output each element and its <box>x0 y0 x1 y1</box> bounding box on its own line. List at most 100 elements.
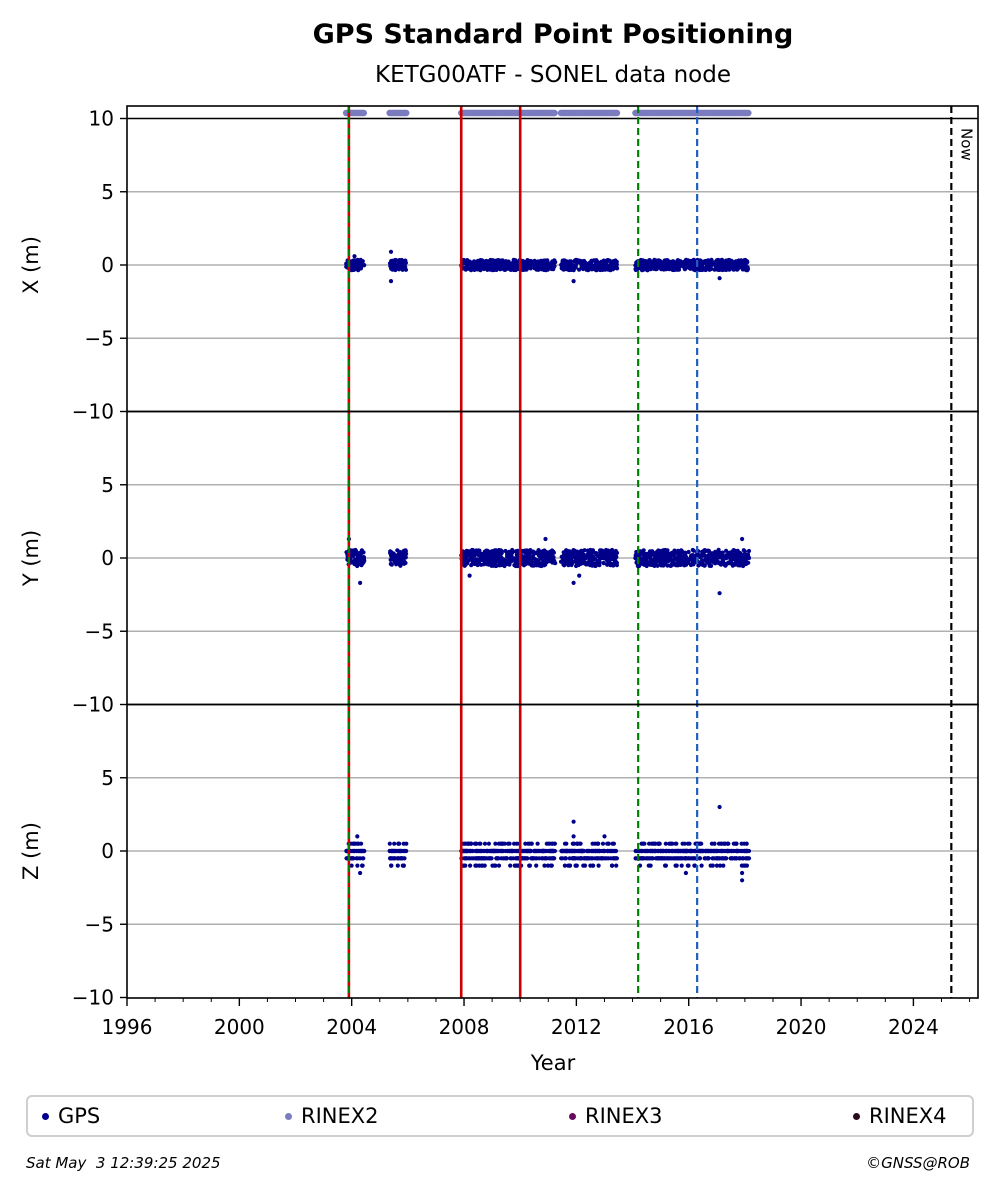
data-point <box>388 561 393 567</box>
y-axis-label: Y (m) <box>19 530 43 587</box>
data-point <box>521 556 526 561</box>
data-point <box>658 562 663 567</box>
data-point <box>571 834 576 839</box>
data-point <box>731 267 736 272</box>
data-point <box>595 841 600 846</box>
data-point <box>485 848 490 854</box>
data-point <box>600 267 605 272</box>
data-point <box>729 258 734 263</box>
data-point <box>500 848 505 854</box>
data-point <box>494 563 499 569</box>
data-point <box>508 863 513 868</box>
data-point <box>710 261 715 266</box>
data-point <box>606 548 611 553</box>
y-tick-label: −10 <box>72 693 114 717</box>
data-point <box>682 551 688 556</box>
legend-item-gps: GPS <box>42 1097 100 1135</box>
data-point <box>732 548 738 554</box>
data-point <box>670 848 676 854</box>
data-point <box>710 856 716 861</box>
data-point <box>670 557 675 562</box>
data-point <box>395 263 400 268</box>
data-point <box>614 856 620 861</box>
data-point <box>703 554 708 559</box>
data-point <box>513 848 518 854</box>
data-point <box>477 265 482 270</box>
data-point <box>679 856 684 861</box>
data-point <box>391 260 396 265</box>
data-point <box>482 848 487 854</box>
data-point <box>515 550 520 555</box>
data-point <box>571 580 576 586</box>
data-point <box>559 848 564 854</box>
data-point <box>358 580 363 586</box>
data-point <box>564 555 570 561</box>
data-point <box>712 841 717 846</box>
data-point <box>746 548 752 554</box>
data-point <box>473 863 478 868</box>
data-point <box>742 549 748 554</box>
data-point <box>473 557 478 562</box>
data-point <box>494 548 499 553</box>
data-point <box>559 264 565 269</box>
data-point <box>633 856 638 861</box>
data-point <box>540 848 545 854</box>
data-point <box>491 848 496 854</box>
data-point <box>502 559 507 564</box>
data-point <box>483 560 488 565</box>
data-point <box>744 841 749 846</box>
data-point <box>509 551 514 556</box>
data-point <box>661 561 667 566</box>
data-point <box>600 841 606 846</box>
data-point <box>470 560 476 565</box>
data-point <box>643 555 648 560</box>
x-tick-label: 2004 <box>326 1015 377 1039</box>
data-point <box>718 863 723 868</box>
data-point <box>665 856 670 861</box>
data-point <box>720 266 725 271</box>
data-point <box>609 266 614 271</box>
data-point <box>482 841 488 846</box>
rinex3-marker-icon <box>569 1112 576 1120</box>
data-point <box>522 856 527 861</box>
data-point <box>721 841 726 846</box>
data-point <box>567 558 572 564</box>
data-point <box>493 841 498 846</box>
data-point <box>400 265 405 270</box>
y-tick-label: −5 <box>85 619 114 643</box>
y-tick-label: −10 <box>72 400 114 424</box>
data-point <box>676 856 681 861</box>
data-point <box>585 848 591 854</box>
data-point <box>717 856 722 861</box>
data-point <box>718 562 724 567</box>
data-point <box>359 563 364 568</box>
data-point <box>736 258 741 263</box>
data-point <box>717 804 722 810</box>
data-point <box>610 553 615 558</box>
data-point <box>610 841 615 846</box>
data-point <box>602 552 607 558</box>
data-point <box>550 264 555 269</box>
data-point <box>577 841 583 846</box>
data-point <box>534 863 539 868</box>
data-point <box>670 841 675 846</box>
data-point <box>530 856 536 861</box>
data-point <box>744 856 750 861</box>
data-point <box>684 562 689 567</box>
rinex2-point <box>360 109 367 117</box>
data-point <box>486 562 491 567</box>
data-point <box>552 856 557 861</box>
data-point <box>692 863 697 868</box>
data-point <box>589 848 594 854</box>
data-point <box>574 863 579 868</box>
legend-label-gps: GPS <box>58 1104 101 1128</box>
y-tick-label: −5 <box>85 912 114 936</box>
data-point <box>562 258 567 263</box>
series-gps-z <box>344 804 752 883</box>
data-point <box>350 856 355 861</box>
data-point <box>359 841 364 846</box>
data-point <box>679 554 685 559</box>
data-point <box>666 848 671 854</box>
data-point <box>614 259 619 264</box>
data-point <box>698 555 703 560</box>
